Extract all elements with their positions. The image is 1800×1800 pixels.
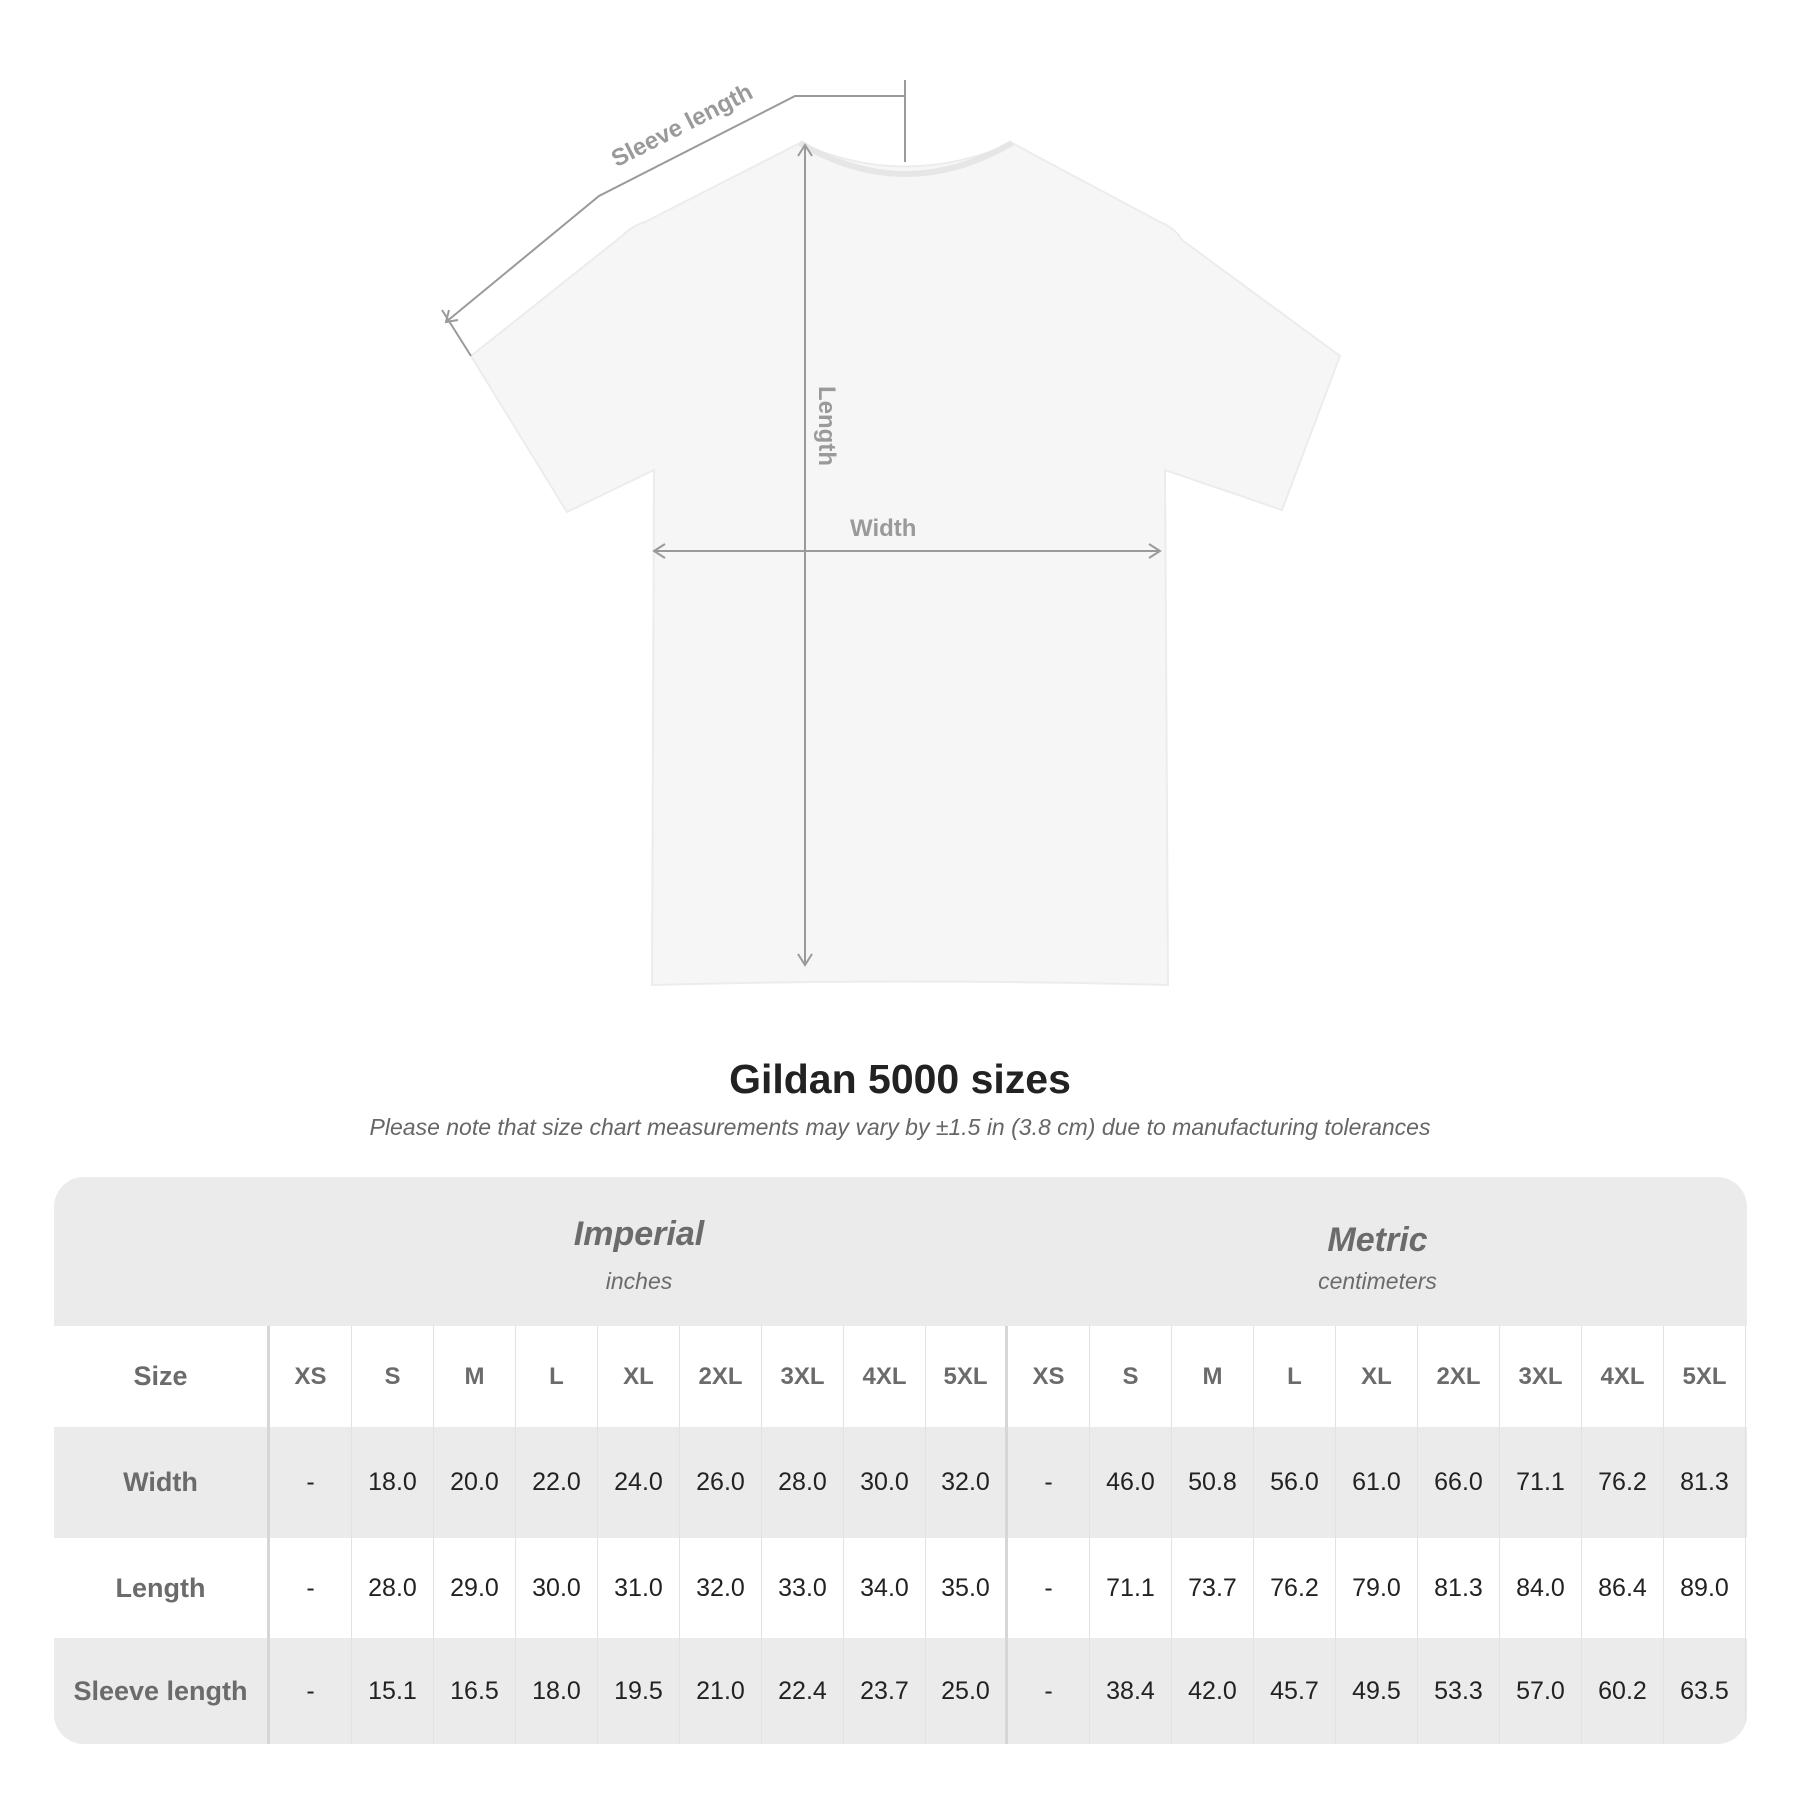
length-label: Length: [812, 386, 840, 466]
imperial-value: 28.0: [352, 1538, 434, 1638]
metric-value: 63.5: [1664, 1638, 1746, 1744]
metric-value: 71.1: [1500, 1427, 1582, 1538]
metric-value: 79.0: [1336, 1538, 1418, 1638]
metric-unit: centimeters: [1318, 1268, 1437, 1294]
imperial-value: 29.0: [434, 1538, 516, 1638]
tshirt-illustration: [441, 80, 1342, 987]
metric-size-l: L: [1254, 1326, 1336, 1427]
imperial-value: 18.0: [352, 1427, 434, 1538]
metric-size-xs: XS: [1008, 1326, 1090, 1427]
imperial-value: 30.0: [516, 1538, 598, 1638]
metric-value: 76.2: [1582, 1427, 1664, 1538]
table-row-length: Length -28.0 29.0 30.0 31.0 32.0 33.0 34.0 35.0-…: [54, 1538, 1747, 1638]
imperial-unit: inches: [605, 1268, 673, 1294]
imperial-value: 33.0: [762, 1538, 844, 1638]
imperial-value: 20.0: [434, 1427, 516, 1538]
metric-value: 66.0: [1418, 1427, 1500, 1538]
page-title: Gildan 5000 sizes: [729, 1056, 1071, 1102]
tolerance-note: Please note that size chart measurements…: [369, 1114, 1431, 1140]
row-label: Width: [54, 1427, 270, 1538]
imperial-value: 26.0: [680, 1427, 762, 1538]
metric-value: 81.3: [1418, 1538, 1500, 1638]
imperial-value: 32.0: [926, 1427, 1008, 1538]
metric-value: 45.7: [1254, 1638, 1336, 1744]
metric-value: 49.5: [1336, 1638, 1418, 1744]
metric-value: 42.0: [1172, 1638, 1254, 1744]
imperial-size-s: S: [352, 1326, 434, 1427]
imperial-value: -: [270, 1638, 352, 1744]
metric-title: Metric: [1327, 1221, 1428, 1259]
size-header-row: Size XS S M L XL 2XL 3XL 4XL 5XL XS S M L XL 2XL 3XL 4XL 5…: [54, 1326, 1747, 1427]
imperial-size-l: L: [516, 1326, 598, 1427]
imperial-value: -: [270, 1538, 352, 1638]
imperial-size-3xl: 3XL: [762, 1326, 844, 1427]
metric-value: 73.7: [1172, 1538, 1254, 1638]
tshirt-collar: [798, 140, 1014, 177]
metric-value: 46.0: [1090, 1427, 1172, 1538]
metric-value: 50.8: [1172, 1427, 1254, 1538]
metric-value: 56.0: [1254, 1427, 1336, 1538]
metric-size-5xl: 5XL: [1664, 1326, 1746, 1427]
imperial-value: 31.0: [598, 1538, 680, 1638]
sleeve-length-arrow: [445, 95, 905, 323]
imperial-size-5xl: 5XL: [926, 1326, 1008, 1427]
imperial-value: 15.1: [352, 1638, 434, 1744]
imperial-size-xl: XL: [598, 1326, 680, 1427]
table-row-width: Width -18.0 20.0 22.0 24.0 26.0 28.0 30.0 32.0-4…: [54, 1427, 1747, 1538]
metric-value: 89.0: [1664, 1538, 1746, 1638]
imperial-value: 22.0: [516, 1427, 598, 1538]
metric-size-3xl: 3XL: [1500, 1326, 1582, 1427]
imperial-title: Imperial: [573, 1215, 705, 1253]
metric-value: 53.3: [1418, 1638, 1500, 1744]
metric-value: 57.0: [1500, 1638, 1582, 1744]
metric-value: 38.4: [1090, 1638, 1172, 1744]
metric-size-s: S: [1090, 1326, 1172, 1427]
imperial-value: 16.5: [434, 1638, 516, 1744]
imperial-value: 32.0: [680, 1538, 762, 1638]
row-label: Sleeve length: [54, 1638, 270, 1744]
imperial-size-m: M: [434, 1326, 516, 1427]
width-label: Width: [850, 515, 917, 542]
imperial-value: 21.0: [680, 1638, 762, 1744]
metric-size-xl: XL: [1336, 1326, 1418, 1427]
imperial-value: 30.0: [844, 1427, 926, 1538]
metric-value: -: [1008, 1427, 1090, 1538]
imperial-value: 35.0: [926, 1538, 1008, 1638]
unit-header: Imperial inches Metric centimeters: [54, 1177, 1747, 1326]
metric-size-4xl: 4XL: [1582, 1326, 1664, 1427]
metric-value: 71.1: [1090, 1538, 1172, 1638]
metric-value: -: [1008, 1638, 1090, 1744]
imperial-value: 22.4: [762, 1638, 844, 1744]
imperial-value: -: [270, 1427, 352, 1538]
row-label: Length: [54, 1538, 270, 1638]
imperial-value: 25.0: [926, 1638, 1008, 1744]
imperial-value: 24.0: [598, 1427, 680, 1538]
metric-size-m: M: [1172, 1326, 1254, 1427]
imperial-size-4xl: 4XL: [844, 1326, 926, 1427]
imperial-size-2xl: 2XL: [680, 1326, 762, 1427]
imperial-value: 28.0: [762, 1427, 844, 1538]
imperial-value: 18.0: [516, 1638, 598, 1744]
metric-value: 60.2: [1582, 1638, 1664, 1744]
size-table: Imperial inches Metric centimeters Size X…: [54, 1177, 1747, 1744]
size-header-label: Size: [54, 1326, 270, 1427]
metric-value: -: [1008, 1538, 1090, 1638]
metric-value: 61.0: [1336, 1427, 1418, 1538]
imperial-value: 23.7: [844, 1638, 926, 1744]
metric-size-2xl: 2XL: [1418, 1326, 1500, 1427]
metric-header: Metric centimeters: [1008, 1221, 1747, 1295]
table-row-sleeve-length: Sleeve length -15.1 16.5 18.0 19.5 21.0 22.4 23…: [54, 1638, 1747, 1744]
imperial-header: Imperial inches: [270, 1215, 1008, 1295]
metric-value: 76.2: [1254, 1538, 1336, 1638]
metric-value: 81.3: [1664, 1427, 1746, 1538]
metric-value: 86.4: [1582, 1538, 1664, 1638]
metric-value: 84.0: [1500, 1538, 1582, 1638]
tshirt-shape: [469, 141, 1342, 987]
imperial-value: 19.5: [598, 1638, 680, 1744]
imperial-size-xs: XS: [270, 1326, 352, 1427]
imperial-value: 34.0: [844, 1538, 926, 1638]
